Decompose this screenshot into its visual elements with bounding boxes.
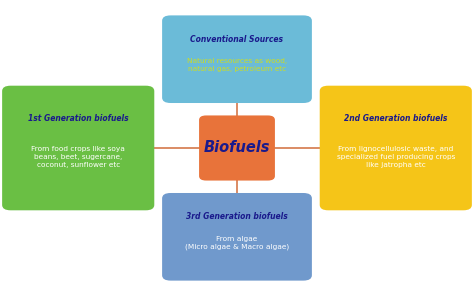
FancyBboxPatch shape [2,86,154,210]
Text: Natural resources as wood,
natural gas, petroleum etc: Natural resources as wood, natural gas, … [187,58,287,73]
Text: From algae
(Micro algae & Macro algae): From algae (Micro algae & Macro algae) [185,236,289,250]
Text: From lignocellulosic waste, and
specialized fuel producing crops
like jatropha e: From lignocellulosic waste, and speciali… [337,146,455,168]
FancyBboxPatch shape [162,15,312,103]
Text: From food crops like soya
beans, beet, sugercane,
coconut, sunflower etc: From food crops like soya beans, beet, s… [31,146,125,168]
Text: Biofuels: Biofuels [204,141,270,155]
FancyBboxPatch shape [319,86,472,210]
Text: Conventional Sources: Conventional Sources [191,35,283,44]
Text: 2nd Generation biofuels: 2nd Generation biofuels [344,114,447,123]
Text: 1st Generation biofuels: 1st Generation biofuels [28,114,128,123]
FancyBboxPatch shape [162,193,312,281]
FancyBboxPatch shape [199,115,275,181]
Text: 3rd Generation biofuels: 3rd Generation biofuels [186,212,288,221]
